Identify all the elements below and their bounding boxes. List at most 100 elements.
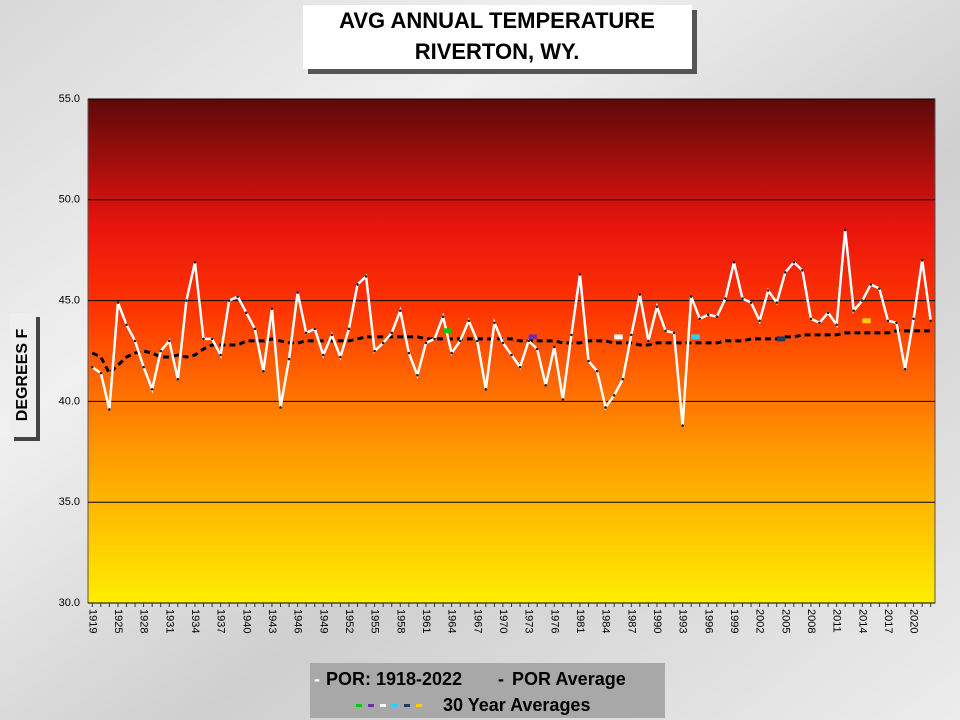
point (501, 341, 505, 345)
point (818, 321, 821, 325)
legend-symbol: - (314, 669, 320, 689)
point (621, 377, 625, 381)
point (176, 377, 180, 381)
plot-area (87, 98, 936, 604)
point (783, 271, 787, 274)
point (775, 301, 779, 304)
legend-label: POR Average (512, 669, 626, 689)
point (321, 353, 325, 357)
point (339, 355, 342, 359)
point (766, 289, 770, 292)
point (869, 283, 873, 286)
point (758, 319, 761, 323)
point (570, 333, 573, 337)
legend-symbol (368, 704, 374, 707)
x-tick-label: 1970 (497, 609, 509, 633)
point (604, 406, 607, 409)
point (698, 317, 702, 321)
point (860, 299, 864, 302)
point (647, 339, 650, 343)
x-tick-label: 1919 (86, 609, 98, 633)
point (125, 323, 128, 327)
point (150, 388, 154, 391)
series-line (91, 329, 931, 376)
point (878, 287, 881, 290)
point (210, 337, 214, 341)
point (467, 319, 471, 323)
point (886, 319, 890, 323)
point (561, 398, 565, 401)
point (159, 349, 163, 353)
point (741, 297, 744, 300)
point (133, 339, 137, 343)
point (458, 339, 462, 343)
legend (310, 663, 665, 718)
point (595, 369, 599, 373)
point (715, 315, 719, 319)
chart-title: RIVERTON, WY. (415, 39, 580, 64)
point (672, 331, 676, 335)
x-tick-label: 2008 (805, 609, 817, 633)
legend-label: POR: 1918-2022 (326, 669, 462, 689)
point (373, 349, 376, 353)
point (185, 299, 188, 302)
x-tick-label: 1996 (702, 609, 714, 633)
point (689, 295, 693, 298)
point (356, 283, 359, 286)
point (219, 353, 222, 357)
x-tick-label: 1964 (446, 609, 458, 633)
point (629, 333, 633, 337)
point (202, 337, 205, 341)
point (552, 345, 556, 349)
point (792, 260, 796, 264)
point (912, 317, 915, 321)
point (749, 301, 753, 304)
x-tick-label: 1961 (420, 609, 432, 633)
point (895, 321, 898, 325)
point (99, 371, 103, 375)
point (493, 321, 496, 325)
point (578, 273, 582, 276)
point (90, 365, 94, 369)
chart-title: AVG ANNUAL TEMPERATURE (339, 8, 655, 33)
point (527, 339, 530, 343)
point (390, 331, 394, 335)
ylabel-box (10, 313, 36, 437)
y-tick-label: 40.0 (59, 395, 80, 407)
x-tick-label: 1949 (317, 609, 329, 633)
y-tick-label: 55.0 (59, 93, 80, 105)
point (142, 365, 145, 369)
point (681, 424, 684, 427)
y-axis-label: DEGREES F (14, 329, 31, 422)
x-tick-label: 2011 (831, 609, 843, 633)
y-tick-label: 35.0 (59, 496, 80, 508)
point (279, 406, 282, 409)
x-tick-label: 1981 (574, 609, 586, 633)
point (262, 369, 265, 373)
point (903, 367, 907, 371)
point (706, 313, 710, 317)
legend-symbol: - (498, 669, 504, 689)
point (655, 305, 659, 308)
x-tick-label: 1999 (728, 609, 740, 633)
point (929, 319, 933, 323)
point (313, 327, 317, 331)
point (398, 309, 402, 312)
y-tick-label: 30.0 (59, 597, 80, 609)
point (724, 297, 727, 300)
y-tick-label: 50.0 (59, 194, 80, 206)
point (518, 365, 522, 369)
point (587, 359, 590, 363)
point (809, 317, 813, 321)
legend-symbol (404, 704, 410, 707)
legend-symbol (392, 704, 398, 707)
point (330, 333, 334, 337)
legend-symbol (380, 704, 386, 707)
x-tick-label: 1928 (138, 609, 150, 633)
x-tick-label: 1946 (292, 609, 304, 633)
x-tick-label: 2014 (856, 609, 868, 633)
point (544, 383, 548, 387)
point (450, 351, 453, 355)
title-box (303, 5, 692, 69)
point (612, 394, 616, 397)
